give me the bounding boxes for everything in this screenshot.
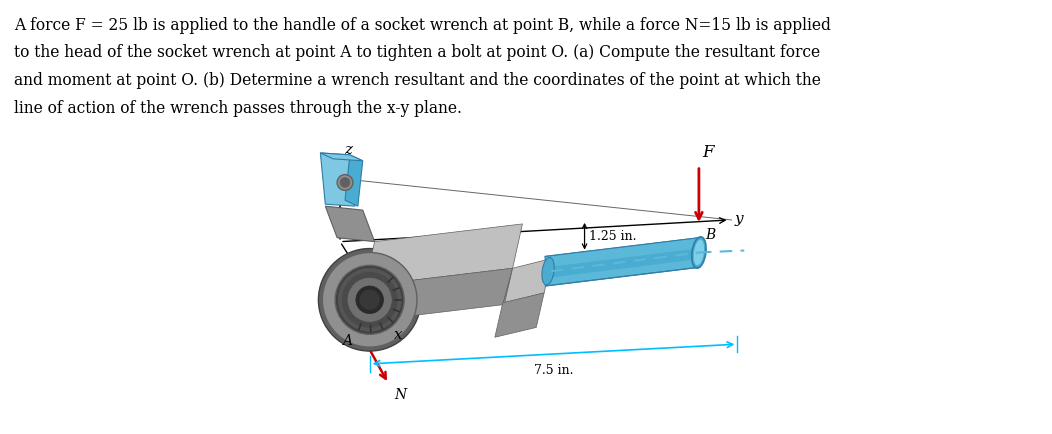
Ellipse shape (693, 240, 704, 265)
Text: A: A (342, 334, 352, 348)
Polygon shape (345, 155, 363, 206)
Ellipse shape (692, 237, 706, 268)
Text: A force F = 25 lb is applied to the handle of a socket wrench at point B, while : A force F = 25 lb is applied to the hand… (14, 17, 831, 34)
Polygon shape (503, 268, 527, 312)
Polygon shape (505, 258, 552, 303)
Polygon shape (545, 238, 700, 286)
Text: to the head of the socket wrench at point A to tighten a bolt at point O. (a) Co: to the head of the socket wrench at poin… (14, 45, 820, 62)
Polygon shape (547, 238, 702, 267)
Circle shape (348, 278, 391, 322)
Text: and moment at point O. (b) Determine a wrench resultant and the coordinates of t: and moment at point O. (b) Determine a w… (14, 72, 821, 89)
Circle shape (337, 174, 352, 191)
Polygon shape (325, 206, 375, 242)
Circle shape (338, 268, 401, 331)
Polygon shape (355, 268, 512, 322)
Polygon shape (321, 153, 363, 161)
Circle shape (340, 178, 350, 187)
Text: 1.25 in.: 1.25 in. (589, 230, 636, 243)
Text: N: N (394, 388, 406, 401)
Text: 7.5 in.: 7.5 in. (533, 364, 573, 377)
Circle shape (342, 272, 398, 327)
Polygon shape (321, 153, 355, 206)
Text: y: y (734, 212, 743, 226)
Circle shape (360, 290, 380, 310)
Text: F: F (702, 144, 713, 161)
Circle shape (336, 265, 404, 334)
Text: B: B (705, 228, 715, 242)
Polygon shape (494, 293, 544, 337)
Text: line of action of the wrench passes through the x-y plane.: line of action of the wrench passes thro… (14, 100, 462, 117)
Circle shape (356, 286, 384, 314)
Ellipse shape (542, 257, 554, 285)
Circle shape (322, 253, 417, 347)
Polygon shape (545, 238, 697, 278)
Polygon shape (545, 249, 697, 278)
Text: x: x (394, 329, 403, 342)
Polygon shape (365, 224, 523, 286)
Text: z: z (344, 143, 352, 157)
Circle shape (319, 249, 421, 351)
